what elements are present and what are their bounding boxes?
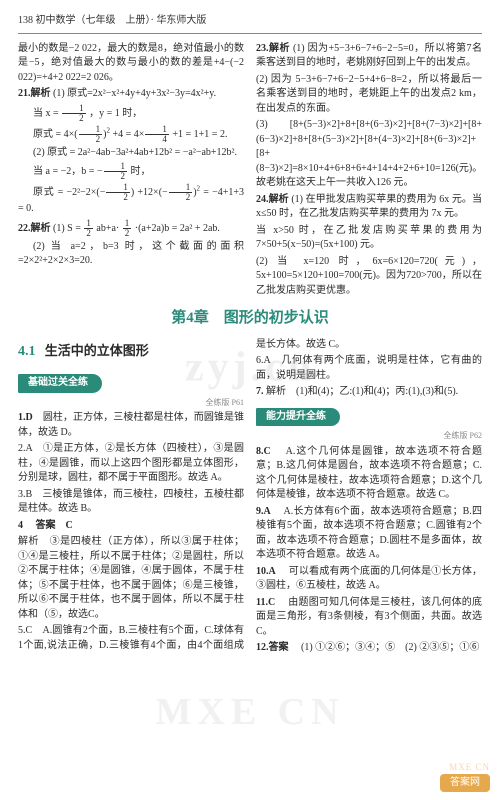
q4-exp: 解析 ③是四棱柱（正方体），所以③属于柱体；①④是三棱柱，所以不属于柱体；②是圆… xyxy=(18,535,244,622)
q21: 21.解析 (1) 原式=2x²−x²+4y+4y+3x²−3y=4x²+y. xyxy=(18,87,244,102)
section-title: 4.1 生活中的立体图形 xyxy=(18,342,244,362)
q24-line1: (1) 在甲批发店购买苹果的费用为 6x 元。当 x≤50 时，在乙批发店购买苹… xyxy=(256,194,482,220)
q21-line2: (2) 原式 = 2a²−4ab−3a²+4ab+12b² = −a²−ab+1… xyxy=(18,146,244,161)
q21-line1: (1) 原式=2x²−x²+4y+4y+3x²−3y=4x²+y. xyxy=(53,88,216,99)
basic-tab: 基础过关全练 xyxy=(18,374,102,393)
q22: 22.解析 (1) S = 12 ab+a· 12 ·(a+2a)b = 2a²… xyxy=(18,219,244,238)
q4: 4 答案 C xyxy=(18,519,244,534)
q24-label: 24.解析 xyxy=(256,194,289,205)
q23-line2: (2) 因为 5−3+6−7+6−2−5+4+6−8=2，所以将最后一名乘客送到… xyxy=(256,73,482,117)
q21-calc2: 原式 = −2²−2×(−12) +12×(−12)2 = −4+1+3 = 0… xyxy=(18,183,244,217)
q21-label: 21.解析 xyxy=(18,88,51,99)
page-header: 138 初中数学（七年级 上册）· 华东师大版 xyxy=(18,14,482,34)
q22-label: 22.解析 xyxy=(18,222,51,233)
q24-line2: 当 x>50 时，在乙批发店购买苹果的费用为7×50+5(x−50)=(5x+1… xyxy=(256,224,482,253)
q21-when: 当 x = 12 ，y = 1 时， xyxy=(18,104,244,123)
ability-page-ref: 全练版 P62 xyxy=(256,430,482,442)
q22-line2: (2) 当 a=2，b=3 时，这个截面的面积=2×2²+2×2×3=20. xyxy=(18,240,244,269)
q11: 11.C 由题图可知几何体是三棱柱，该几何体的底面是三角形，有3条侧棱，有3个侧… xyxy=(256,596,482,640)
q23-line1: (1) 因为+5−3+6−7+6−2−5=0，所以将第7名乘客送到目的地时，老姚… xyxy=(256,43,482,69)
q24: 24.解析 (1) 在甲批发店购买苹果的费用为 6x 元。当 x≤50 时，在乙… xyxy=(256,193,482,222)
basic-page-ref: 全练版 P61 xyxy=(18,397,244,409)
q9: 9.A A.长方体有6个面，故本选项符合题意；B.四棱锥有5个面，故本选项不符合… xyxy=(256,505,482,563)
q6: 6.A 几何体有两个底面，说明是柱体，它有曲的面，说明是圆柱。 xyxy=(256,354,482,383)
frac-half: 12 xyxy=(62,104,86,123)
q3: 3.B 三棱锥是锥体，而三棱柱，四棱柱，五棱柱都是柱体。故选 B。 xyxy=(18,488,244,517)
section-title-text: 生活中的立体图形 xyxy=(45,343,149,358)
footer-badge: 答案网 xyxy=(440,774,490,793)
top-content: 最小的数是−2 022，最大的数是8，绝对值最小的数是−5，绝对值最大的数与最小… xyxy=(18,42,482,299)
q24-line3: (2) 当 x=120 时，6x=6×120=720(元)，5x+100=5×1… xyxy=(256,255,482,299)
q23-line3: (3) [8+(5−3)×2]+8+[8+(6−3)×2]+[8+(7−3)×2… xyxy=(256,118,482,191)
footer-url: MXE CN xyxy=(449,761,490,774)
q2: 2.A ①是正方体，②是长方体（四棱柱），③是圆柱，④是圆锥，而以上这四个图形都… xyxy=(18,442,244,486)
bottom-content: 4.1 生活中的立体图形 基础过关全练 全练版 P61 1.D 1.D 圆柱，正… xyxy=(18,338,482,656)
q7: 7. 解析 (1)和(4)；乙:(1)和(4)；丙:(1),(3)和(5). xyxy=(256,385,482,400)
watermark-2: MXE CN xyxy=(155,685,344,740)
q23-label: 23.解析 xyxy=(256,43,290,54)
q1: 1.D 1.D 圆柱，正方体，三棱柱都是柱体，而圆锥是锥体，故选 D。圆柱，正方… xyxy=(18,411,244,440)
chapter-title: 第4章 图形的初步认识 xyxy=(18,308,482,330)
q23: 23.解析 (1) 因为+5−3+6−7+6−2−5=0，所以将第7名乘客送到目… xyxy=(256,42,482,71)
page-header-text: 138 初中数学（七年级 上册）· 华东师大版 xyxy=(18,15,206,26)
ability-tab: 能力提升全练 xyxy=(256,408,340,427)
q8: 8.C A.这个几何体是圆锥，故本选项不符合题意；B.这几何体是圆台，故本选项不… xyxy=(256,445,482,503)
q12: 12.答案 (1) ①②⑥；③④；⑤ (2) ②③⑤；①⑥ xyxy=(256,641,482,656)
top-para1: 最小的数是−2 022，最大的数是8，绝对值最小的数是−5，绝对值最大的数与最小… xyxy=(18,42,244,86)
q21-when2: 当 a = −2，b = −12 时， xyxy=(18,162,244,181)
q10: 10.A 可以看成有两个底面的几何体是①长方体，③圆柱，⑥五棱柱，故选 A。 xyxy=(256,565,482,594)
section-number: 4.1 xyxy=(18,342,36,362)
q21-calc: 原式 = 4×(12)2 +4 = 4×14 +1 = 1+1 = 2. xyxy=(18,125,244,144)
